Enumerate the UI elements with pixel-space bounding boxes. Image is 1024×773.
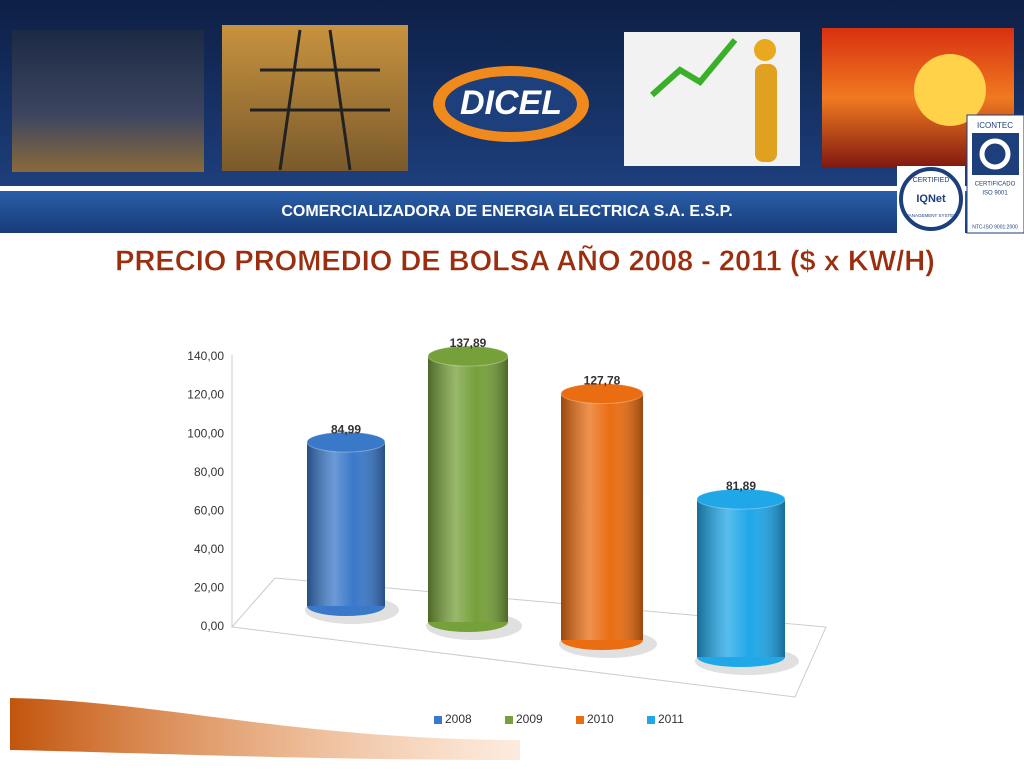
icontec-badge: ICONTEC CERTIFICADO ISO 9001 NTC-ISO 900…	[966, 114, 1024, 234]
value-label: 84,99	[331, 422, 361, 436]
legend-swatch	[647, 716, 655, 724]
y-tick-label: 40,00	[194, 542, 224, 556]
y-tick-label: 0,00	[201, 619, 225, 633]
photo-city	[12, 30, 204, 172]
figure-body	[755, 64, 777, 162]
icontec-c	[979, 138, 1011, 170]
figure-head	[754, 39, 776, 61]
sun	[914, 54, 986, 126]
bar-top	[306, 431, 386, 453]
iqnet-text: IQNet	[916, 193, 946, 205]
value-label: 127,78	[584, 374, 621, 388]
legend-swatch	[576, 716, 584, 724]
decor-swoosh	[10, 698, 520, 760]
legend-label: 2008	[445, 712, 472, 726]
icontec-text: CERTIFICADO	[975, 182, 1016, 188]
y-tick-label: 120,00	[187, 388, 224, 402]
logo-text: DICEL	[460, 84, 562, 122]
company-name: COMERCIALIZADORA DE ENERGIA ELECTRICA S.…	[281, 203, 732, 220]
iqnet-text: MANAGEMENT SYSTEM	[905, 213, 957, 218]
logo-core	[445, 76, 577, 132]
bar-shading	[428, 356, 508, 622]
iqnet-text: CERTIFIED	[913, 177, 950, 184]
y-tick-label: 140,00	[187, 349, 224, 363]
y-tick-label: 80,00	[194, 465, 224, 479]
legend-label: 2011	[658, 712, 684, 726]
chart-title: PRECIO PROMEDIO DE BOLSA AÑO 2008 - 2011…	[115, 244, 935, 278]
growth-arrow	[650, 38, 738, 98]
legend-label: 2010	[587, 712, 614, 726]
iqnet-ring	[899, 167, 963, 231]
bar-shading	[307, 442, 385, 606]
icontec-text: NTC-ISO 9001:2000	[972, 224, 1018, 230]
icontec-text: ISO 9001	[982, 191, 1008, 197]
bar-top	[696, 488, 786, 510]
value-label: 137,89	[450, 336, 487, 350]
photo-tower	[222, 25, 408, 171]
value-label: 81,89	[726, 479, 756, 493]
bar-top	[560, 383, 644, 405]
company-band	[0, 191, 1024, 233]
y-tick-label: 20,00	[194, 581, 224, 595]
y-tick-label: 100,00	[187, 426, 224, 440]
legend-swatch	[505, 716, 513, 724]
bar-shading	[561, 393, 643, 640]
bar-shading	[697, 499, 785, 657]
tower-lines	[250, 29, 390, 171]
header-rule	[0, 186, 1024, 191]
iqnet-badge: CERTIFIED IQNet MANAGEMENT SYSTEM	[897, 166, 965, 233]
bar-top	[427, 345, 509, 367]
y-tick-label: 60,00	[194, 503, 224, 517]
icontec-text: ICONTEC	[977, 121, 1013, 130]
legend-swatch	[434, 716, 442, 724]
legend-label: 2009	[516, 712, 543, 726]
